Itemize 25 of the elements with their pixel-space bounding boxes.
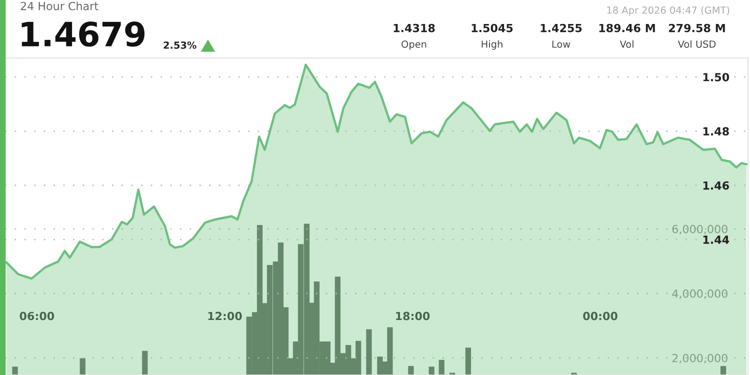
x-tick-label: 06:00: [20, 312, 54, 320]
text: High: [482, 40, 502, 50]
text: 1.4318: [394, 24, 435, 32]
y2-tick-label: 4,000,000: [672, 289, 728, 299]
text: 18 Apr 2026 04:47 (GMT): [607, 6, 730, 16]
y-tick-label: 1.46: [703, 181, 729, 190]
y-tick-label: 1.50: [703, 72, 730, 82]
chart-subtitle: 1.4679: [22, 21, 144, 47]
text: 1.5045: [472, 24, 513, 32]
text: 189.46 M: [599, 24, 655, 32]
text: 1.4255: [540, 24, 582, 32]
x-tick-label: 12:00: [208, 312, 242, 320]
y2-tick-label: 2,000,000: [672, 354, 728, 364]
text: 279.58 M: [668, 24, 725, 32]
x-tick-label: 00:00: [583, 312, 618, 320]
text: Open: [402, 40, 426, 50]
text: Vol: [620, 40, 634, 48]
chart-title: 24 Hour Chart: [20, 2, 98, 10]
y2-tick-label: 6,000,000: [672, 224, 728, 234]
y-tick-label: 1.44: [703, 236, 730, 244]
x-tick-label: 18:00: [396, 312, 430, 320]
text: Low: [552, 40, 570, 48]
text: Vol USD: [678, 40, 716, 48]
y-tick-label: 1.48: [703, 127, 729, 136]
text: 2.53%: [164, 41, 196, 49]
